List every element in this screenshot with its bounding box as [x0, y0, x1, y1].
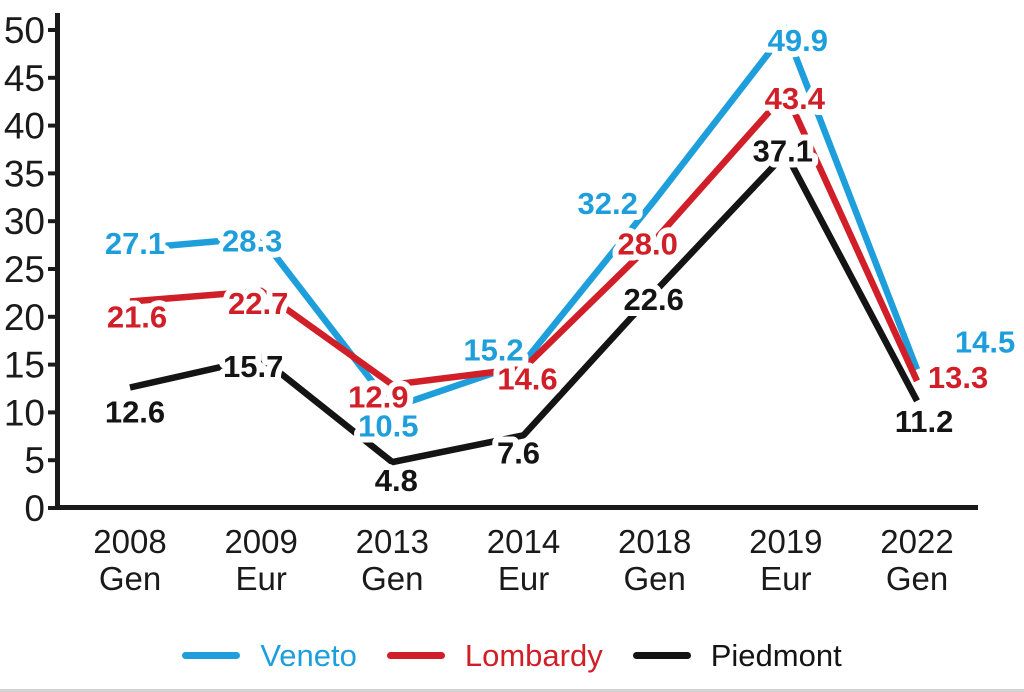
y-tick-label: 25 [4, 249, 45, 290]
veneto-data-label: 15.2 [463, 333, 523, 368]
piedmont-data-label: 4.8 [375, 463, 418, 498]
x-label-year: 2009 [224, 523, 297, 560]
legend-label-veneto: Veneto [260, 638, 357, 673]
y-tick-label: 15 [4, 345, 45, 386]
x-label-group: Gen [623, 560, 685, 597]
lombardy-data-label: 43.4 [765, 81, 826, 116]
veneto-line [129, 24, 921, 412]
lombardy-line [129, 87, 920, 389]
veneto-data-label: 10.5 [358, 409, 418, 444]
piedmont-line-swatch [632, 652, 691, 659]
lombardy-data-label: 14.6 [497, 361, 557, 396]
legend-item-piedmont: Piedmont [632, 638, 842, 673]
legend-item-lombardy: Lombardy [386, 638, 603, 673]
piedmont-line [129, 147, 920, 466]
piedmont-data-label: 11.2 [895, 404, 954, 439]
veneto-line-swatch [182, 652, 241, 659]
y-tick-label: 35 [4, 153, 45, 194]
lombardy-data-label: 21.6 [107, 300, 167, 335]
x-label-group: Eur [760, 560, 811, 597]
legend-label-lombardy: Lombardy [464, 638, 603, 673]
veneto-data-label: 28.3 [222, 223, 282, 258]
piedmont-data-label: 12.6 [105, 395, 165, 430]
lombardy-line-swatch [386, 652, 445, 659]
piedmont-data-label: 15.7 [223, 349, 283, 384]
legend-label-piedmont: Piedmont [710, 638, 842, 673]
x-label-year: 2008 [93, 523, 166, 560]
veneto-data-label: 27.1 [105, 226, 165, 261]
x-label-year: 2013 [356, 523, 429, 560]
y-tick-label: 0 [24, 488, 45, 529]
piedmont-data-label: 7.6 [497, 435, 540, 470]
line-chart: 051015202530354045502008Gen2009Eur2013Ge… [3, 10, 1016, 597]
x-label-group: Eur [498, 560, 549, 597]
lombardy-data-label: 22.7 [228, 286, 288, 321]
bottom-divider [0, 689, 1024, 692]
x-label-group: Gen [99, 560, 161, 597]
legend-item-veneto: Veneto [182, 640, 357, 671]
y-tick-label: 20 [4, 297, 45, 338]
lombardy-data-label: 28.0 [618, 226, 678, 261]
piedmont-data-label: 37.1 [753, 133, 813, 168]
y-tick-label: 40 [4, 106, 45, 147]
chart-legend: Veneto Lombardy Piedmont [0, 640, 1024, 671]
y-tick-label: 45 [4, 58, 45, 99]
veneto-data-label: 49.9 [768, 23, 828, 58]
x-label-year: 2019 [749, 523, 822, 560]
x-label-group: Eur [235, 560, 286, 597]
x-label-year: 2018 [618, 523, 691, 560]
lombardy-data-label: 13.3 [928, 360, 988, 395]
lombardy-data-label: 12.9 [348, 380, 408, 415]
x-label-year: 2014 [487, 523, 560, 560]
y-tick-label: 50 [4, 10, 45, 51]
veneto-data-label: 14.5 [955, 324, 1015, 359]
y-tick-label: 5 [24, 440, 45, 481]
x-label-year: 2022 [880, 523, 953, 560]
x-label-group: Gen [886, 560, 948, 597]
y-tick-label: 10 [4, 392, 45, 433]
piedmont-data-label: 22.6 [624, 282, 684, 317]
y-tick-label: 30 [4, 201, 45, 242]
veneto-data-label: 32.2 [578, 186, 638, 221]
x-label-group: Gen [361, 560, 423, 597]
